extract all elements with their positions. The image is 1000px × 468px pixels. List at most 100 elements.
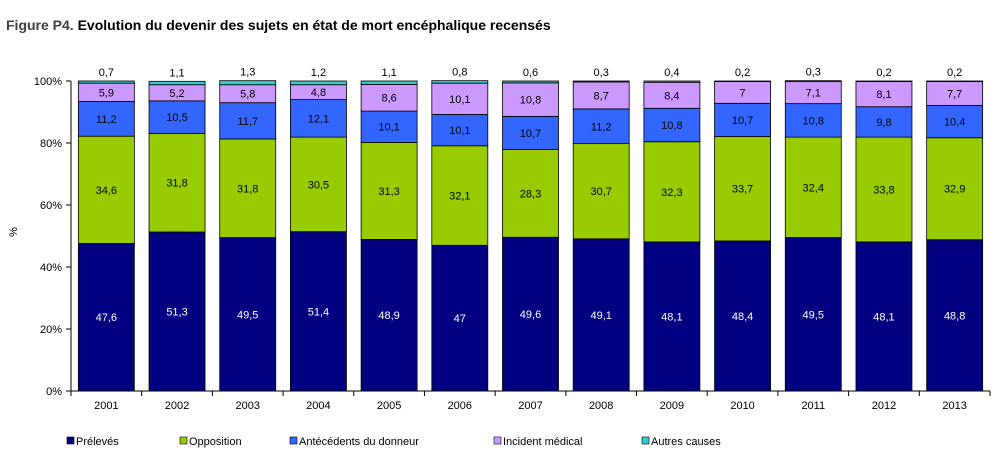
bar-segment <box>219 102 277 140</box>
bar-segment <box>148 80 206 86</box>
bar-segment <box>502 80 559 84</box>
bar-data-label: 47 <box>454 313 466 325</box>
bar-segment <box>572 238 630 392</box>
x-tick-label: 2003 <box>235 400 259 412</box>
bar-data-label: 10,4 <box>944 117 965 129</box>
bar-segment <box>77 243 135 392</box>
bar-segment <box>572 108 630 145</box>
bar-segment <box>784 80 842 83</box>
bar-segment <box>290 99 347 138</box>
bar-data-label: 10,7 <box>732 115 753 127</box>
bar-segment <box>219 80 277 86</box>
y-axis-title: % <box>8 227 20 237</box>
bar-segment <box>714 102 771 137</box>
bar-data-label: 51,4 <box>308 306 329 318</box>
x-tick-label: 2001 <box>94 400 118 412</box>
bar-segment <box>855 241 913 392</box>
bar-segment <box>643 241 701 392</box>
bar-segment <box>643 107 701 143</box>
bar-data-label: 31,3 <box>378 186 399 198</box>
y-tick-label: 60% <box>40 200 62 212</box>
bar-data-label: 30,5 <box>308 179 329 191</box>
bar-segment <box>643 141 701 243</box>
bar-data-label: 5,9 <box>99 87 114 99</box>
bar-data-label: 4,8 <box>311 87 326 99</box>
bar-segment <box>290 80 347 86</box>
bar-data-label: 49,5 <box>803 309 824 321</box>
figure-title: Figure P4. Evolution du devenir des suje… <box>6 17 551 33</box>
bar-data-label: 8,4 <box>664 90 679 102</box>
bar-segment <box>926 80 984 83</box>
bar-data-label: 10,1 <box>449 125 470 137</box>
bar-segment <box>360 80 418 85</box>
bar-data-label: 7,7 <box>947 89 962 101</box>
bar-data-label: 0,8 <box>452 67 467 79</box>
bar-data-label: 31,8 <box>237 183 258 195</box>
bar-segment <box>502 236 559 392</box>
legend-label: Opposition <box>189 436 242 448</box>
bar-data-label: 8,1 <box>876 89 891 101</box>
bar-data-label: 0,2 <box>876 67 891 79</box>
bar-data-label: 10,7 <box>520 128 541 140</box>
bar-segment <box>360 84 418 112</box>
bar-data-label: 0,2 <box>735 67 750 79</box>
y-tick-label: 100% <box>34 76 62 88</box>
bar-data-label: 10,8 <box>661 120 682 132</box>
bar-segment <box>360 239 418 392</box>
x-tick-label: 2002 <box>165 400 189 412</box>
x-tick-label: 2004 <box>306 400 330 412</box>
bar-data-label: 48,4 <box>732 311 753 323</box>
legend-label: Antécédents du donneur <box>299 436 419 448</box>
legend-label: Autres causes <box>651 436 721 448</box>
bar-segment <box>290 136 347 233</box>
legend-swatch <box>179 436 188 445</box>
y-tick-label: 20% <box>40 324 62 336</box>
y-tick-label: 0% <box>46 386 62 398</box>
bar-segment <box>926 105 984 139</box>
bar-data-label: 51,3 <box>166 306 187 318</box>
bar-data-label: 49,5 <box>237 309 258 321</box>
bar-data-label: 32,4 <box>803 182 824 194</box>
bar-data-label: 1,3 <box>240 67 255 79</box>
bar-data-label: 47,6 <box>96 312 117 324</box>
bar-segment <box>148 100 206 134</box>
bar-data-label: 0,3 <box>806 67 821 79</box>
bar-data-label: 7,1 <box>806 88 821 100</box>
bar-segment <box>784 136 842 238</box>
bar-segment <box>714 80 771 83</box>
bar-data-label: 49,1 <box>590 310 611 322</box>
legend-swatch <box>289 436 298 445</box>
bar-data-label: 32,3 <box>661 187 682 199</box>
x-tick-label: 2009 <box>660 400 684 412</box>
bar-segment <box>855 81 913 108</box>
bar-data-label: 30,7 <box>590 186 611 198</box>
bar-data-label: 11,2 <box>591 121 612 133</box>
bar-data-label: 8,7 <box>594 90 609 102</box>
bar-data-label: 48,8 <box>944 310 965 322</box>
bar-segment <box>148 231 206 392</box>
bar-data-label: 34,6 <box>96 185 117 197</box>
bar-data-label: 11,2 <box>96 114 117 126</box>
bar-data-label: 0,3 <box>594 67 609 79</box>
bar-data-label: 0,7 <box>99 67 114 79</box>
bar-segment <box>431 244 489 392</box>
legend-label: Prélevés <box>76 436 119 448</box>
bar-data-label: 7 <box>740 87 746 99</box>
bar-segment <box>148 132 206 233</box>
bar-segment <box>855 80 913 83</box>
x-tick-label: 2006 <box>448 400 472 412</box>
bar-segment <box>360 110 418 143</box>
bar-segment <box>502 115 559 150</box>
bar-data-label: 32,9 <box>944 184 965 196</box>
bar-data-label: 31,8 <box>166 178 187 190</box>
legend-swatch <box>641 436 650 445</box>
bar-data-label: 48,9 <box>378 310 399 322</box>
bar-data-label: 10,5 <box>166 112 187 124</box>
bar-segment <box>714 136 771 242</box>
bar-segment <box>926 137 984 241</box>
bar-segment <box>572 143 630 240</box>
bar-data-label: 10,1 <box>449 94 470 106</box>
x-tick-label: 2008 <box>589 400 613 412</box>
x-tick-label: 2013 <box>942 400 966 412</box>
